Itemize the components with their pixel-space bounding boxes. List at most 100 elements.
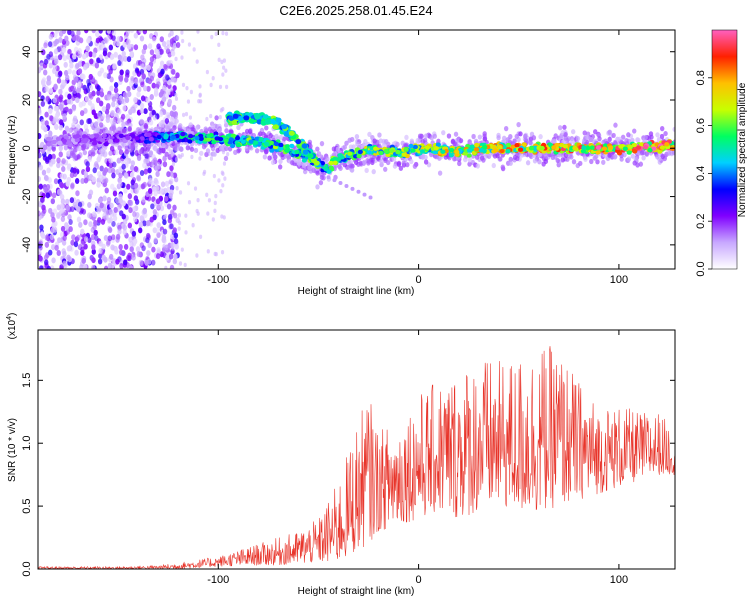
spectrogram-halo-point	[404, 134, 409, 140]
spectrogram-noise-point	[161, 96, 167, 103]
spectrogram-noise-point	[155, 253, 161, 260]
spectrogram-noise-point	[56, 189, 62, 196]
spectrogram-halo-point	[666, 150, 672, 156]
spectrogram-noise-point	[155, 49, 161, 56]
spectrogram-noise-point	[75, 97, 80, 104]
spectrogram-halo-point	[471, 133, 476, 140]
spectrogram-arc-point	[231, 119, 238, 126]
spectrogram-noise-point	[80, 177, 85, 184]
spectrogram-noise-point	[173, 253, 178, 260]
spectrogram-noise-point	[206, 211, 210, 216]
spectrogram-halo-point	[307, 165, 312, 171]
spectrogram-noise-point	[129, 51, 134, 58]
spectrogram-halo-point	[264, 125, 269, 131]
spectrogram-halo-point	[224, 128, 229, 134]
spectrogram-noise-point	[214, 193, 218, 199]
spectrogram-noise-point	[123, 187, 128, 194]
spectrogram-noise-point	[220, 214, 224, 219]
spectrogram-noise-point	[48, 33, 54, 40]
spectrogram-halo-point	[453, 131, 459, 137]
spectrogram-noise-point	[133, 32, 139, 39]
spectrogram-noise-point	[63, 144, 69, 151]
spectrogram-noise-point	[161, 40, 167, 47]
snr-series-line	[38, 346, 675, 569]
spectrogram-noise-point	[136, 91, 141, 98]
spectrogram-noise-point	[92, 167, 97, 174]
spectrogram-ridge-point	[356, 153, 362, 159]
spectrogram-ridge-point	[499, 148, 505, 154]
spectrogram-ridge-point	[240, 139, 246, 145]
spectrogram-noise-point	[41, 169, 47, 176]
spectrogram-halo-point	[479, 155, 485, 161]
spectrogram-noise-point	[97, 258, 103, 265]
spectrogram-noise-point	[47, 41, 53, 48]
snr-y-tick-label: 1.5	[21, 373, 33, 388]
spectrogram-noise-point	[83, 63, 88, 70]
spectrogram-noise-point	[102, 47, 108, 54]
spectrogram-noise-point	[128, 264, 134, 269]
spectrogram-noise-point	[55, 105, 60, 112]
spectrogram-noise-point	[166, 39, 171, 46]
spectrogram-ridge-point	[89, 134, 95, 139]
spectrogram-noise-point	[54, 123, 59, 130]
spectrogram-noise-point	[170, 90, 175, 97]
spectrogram-noise-point	[71, 69, 77, 76]
spectrogram-noise-point	[162, 219, 167, 226]
spectrogram-arc-point	[232, 113, 239, 119]
spectrogram-noise-point	[175, 185, 179, 191]
spectrogram-noise-point	[60, 225, 66, 232]
spectrogram-halo-point	[223, 122, 229, 128]
spectrogram-noise-point	[70, 182, 75, 189]
spectrogram-noise-point	[170, 87, 174, 92]
spectrogram-noise-point	[209, 156, 214, 161]
spectrogram-halo-point	[401, 160, 406, 166]
spectrogram-noise-point	[63, 61, 68, 68]
spectrogram-halo-point	[98, 148, 104, 154]
spectrogram-noise-point	[109, 253, 114, 260]
spectrogram-noise-point	[84, 96, 90, 103]
spectrogram-noise-point	[112, 215, 118, 222]
spectrogram-halo-point	[81, 143, 87, 149]
spectrogram-noise-point	[184, 213, 188, 218]
spectrogram-halo-point	[496, 135, 501, 141]
spectrogram-ridge-point	[82, 139, 88, 144]
spectrogram-halo-point	[560, 157, 565, 163]
spectrogram-noise-point	[198, 84, 202, 89]
spectrogram-noise-point	[54, 38, 60, 45]
spectrogram-halo-point	[127, 126, 132, 132]
spectrogram-noise-point	[76, 206, 81, 213]
spectrogram-noise-point	[147, 178, 153, 185]
spectrogram-noise-point	[171, 46, 175, 52]
spectrogram-noise-point	[74, 177, 80, 184]
spectrogram-halo-point	[139, 118, 144, 124]
spectrogram-ridge-point	[163, 133, 169, 138]
spectrogram-noise-point	[122, 224, 128, 231]
spectrogram-halo-point	[278, 158, 283, 165]
spectrogram-ridge-point	[208, 132, 214, 138]
spectrogram-halo-point	[626, 156, 632, 162]
spectrogram-noise-point	[211, 217, 215, 222]
spectrogram-y-tick-label: -40	[21, 237, 33, 253]
spectrogram-ridge-point	[217, 136, 224, 142]
spectrogram-halo-point	[121, 128, 127, 134]
spectrogram-halo-point	[203, 126, 208, 132]
spectrogram-noise-point	[220, 250, 225, 255]
spectrogram-noise-point	[38, 91, 42, 98]
spectrogram-arc-point	[264, 119, 271, 125]
spectrogram-noise-point	[106, 94, 112, 101]
spectrogram-noise-point	[147, 187, 153, 194]
spectrogram-halo-point	[632, 128, 637, 134]
spectrogram-noise-point	[140, 183, 145, 190]
spectrogram-noise-point	[128, 207, 133, 214]
spectrogram-noise-point	[193, 186, 198, 191]
spectrogram-halo-point	[112, 119, 117, 125]
spectrogram-noise-point	[141, 48, 146, 55]
spectrogram-halo-point	[121, 121, 126, 128]
spectrogram-halo-point	[626, 132, 631, 138]
spectrogram-noise-point	[122, 105, 127, 112]
spectrogram-noise-point	[170, 242, 174, 247]
spectrogram-noise-point	[54, 244, 59, 251]
spectrogram-ridge-point	[170, 135, 177, 140]
spectrogram-noise-point	[125, 30, 130, 36]
spectrogram-noise-point	[97, 217, 102, 224]
